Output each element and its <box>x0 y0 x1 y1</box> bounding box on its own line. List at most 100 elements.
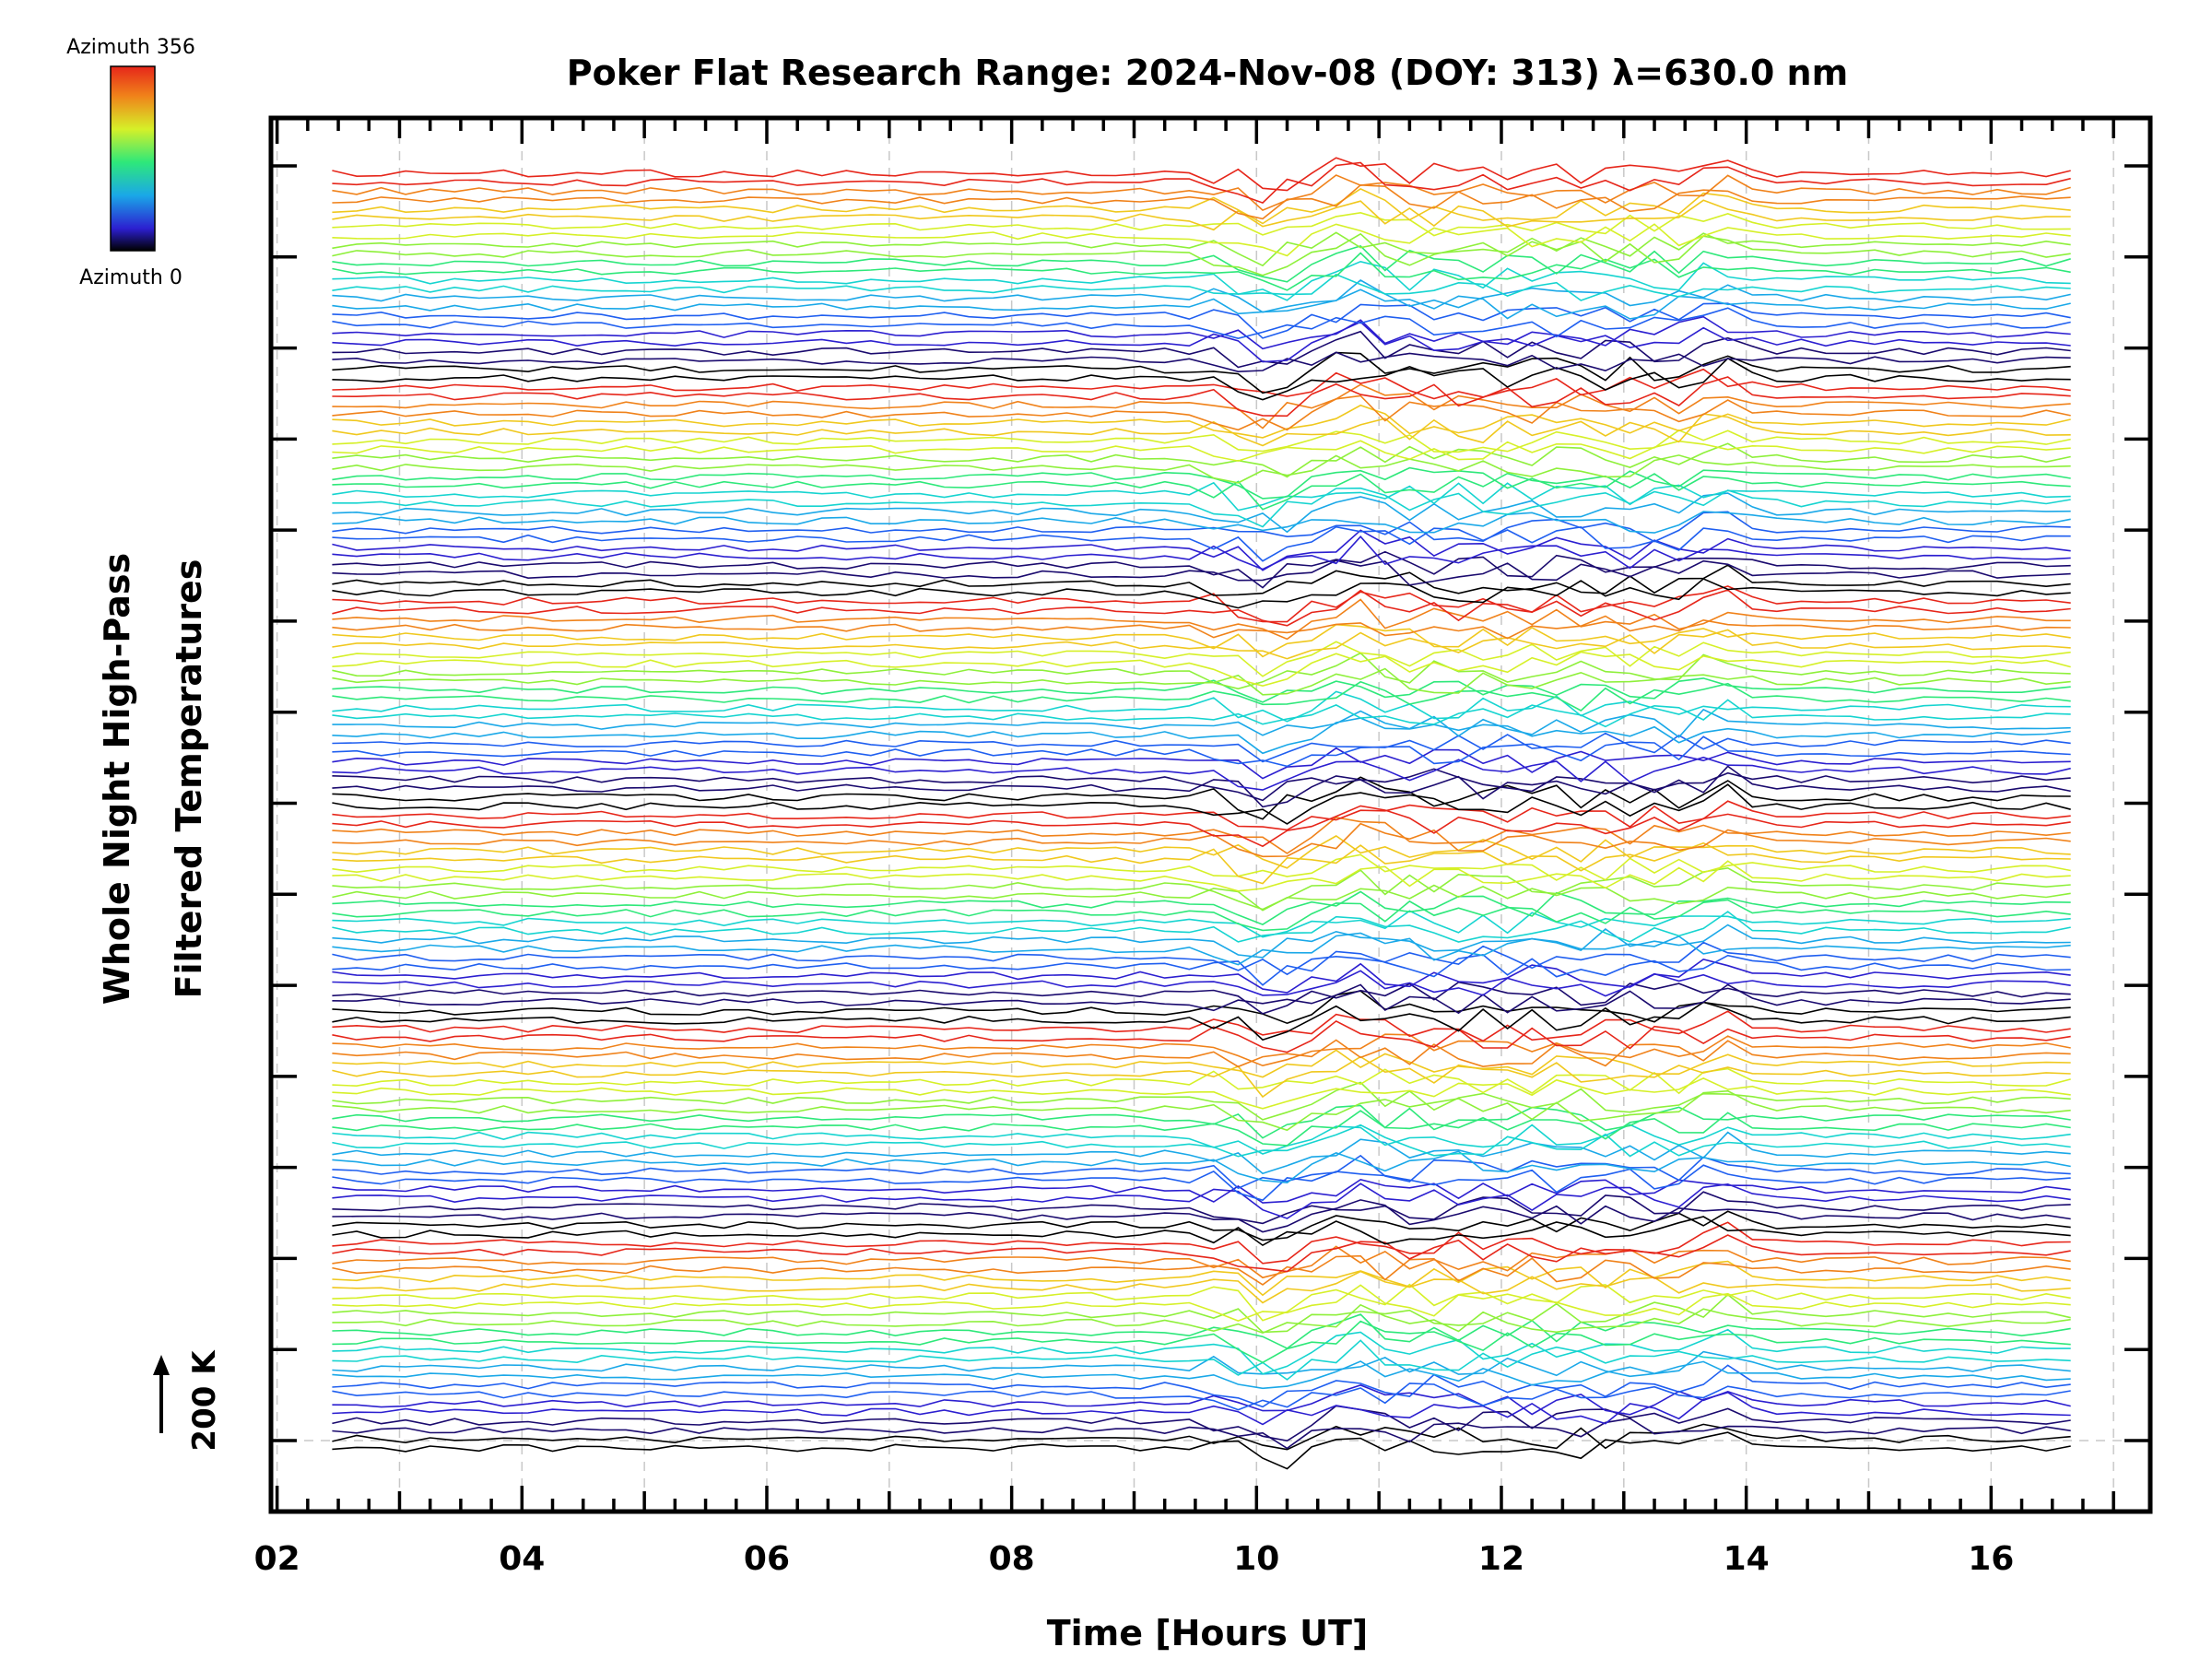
data-trace <box>332 357 2071 401</box>
data-trace <box>332 1303 2071 1335</box>
y-axis-label-line1: Whole Night High-Pass <box>97 553 137 1005</box>
colorbar: Azimuth 356 Azimuth 0 <box>66 36 195 289</box>
data-trace <box>332 1245 2071 1279</box>
data-trace <box>332 747 2071 780</box>
data-trace <box>332 260 2071 301</box>
data-trace <box>332 1124 2071 1155</box>
data-trace <box>332 835 2071 869</box>
data-trace <box>332 990 2071 1025</box>
data-trace <box>332 232 2071 276</box>
data-trace <box>332 273 2071 301</box>
data-trace <box>332 1131 2071 1175</box>
data-trace <box>332 1283 2071 1322</box>
data-trace <box>332 1405 2071 1442</box>
axis-ticks <box>271 118 2150 1512</box>
data-trace <box>332 1382 2071 1411</box>
data-trace <box>332 1339 2071 1381</box>
data-trace <box>332 735 2071 768</box>
data-trace <box>332 1154 2071 1190</box>
y-axis-label-line2: Filtered Temperatures <box>169 559 209 999</box>
data-trace <box>332 1019 2071 1053</box>
data-trace <box>332 667 2071 696</box>
data-trace <box>332 315 2071 350</box>
data-trace <box>332 1221 2071 1265</box>
data-trace <box>332 589 2071 627</box>
data-trace <box>332 805 2071 848</box>
data-trace <box>332 911 2071 943</box>
data-trace <box>332 288 2071 320</box>
data-trace <box>332 481 2071 512</box>
data-trace <box>332 578 2071 609</box>
data-trace <box>332 321 2071 363</box>
data-trace <box>332 680 2071 712</box>
data-trace <box>332 559 2071 586</box>
data-trace <box>332 1431 2071 1470</box>
x-tick-label: 14 <box>1724 1540 1770 1578</box>
data-trace <box>332 1270 2071 1304</box>
x-tick-label: 02 <box>254 1540 300 1578</box>
data-trace <box>332 307 2071 340</box>
data-trace <box>332 708 2071 738</box>
data-trace <box>332 1418 2071 1450</box>
data-trace <box>332 1320 2071 1364</box>
data-trace <box>332 1260 2071 1297</box>
data-trace <box>332 492 2071 534</box>
x-tick-label: 04 <box>499 1540 545 1578</box>
x-axis-label: Time [Hours UT] <box>1047 1613 1369 1653</box>
data-trace <box>332 442 2071 478</box>
data-trace <box>332 1110 2071 1147</box>
x-tick-label: 16 <box>1968 1540 2014 1578</box>
data-trace <box>332 1178 2071 1204</box>
data-trace <box>332 1089 2071 1132</box>
data-trace <box>332 1423 2071 1451</box>
data-trace <box>332 783 2071 825</box>
data-trace <box>332 841 2071 885</box>
data-trace <box>332 1067 2071 1095</box>
data-trace <box>332 690 2071 723</box>
data-trace <box>332 454 2071 484</box>
scale-arrow-head <box>153 1355 170 1375</box>
data-trace <box>332 756 2071 791</box>
data-trace <box>332 440 2071 462</box>
data-trace <box>332 1191 2071 1225</box>
data-trace <box>332 183 2071 220</box>
data-trace <box>332 959 2071 994</box>
data-trace <box>332 651 2071 688</box>
data-trace <box>332 1039 2071 1068</box>
data-trace <box>332 1010 2071 1042</box>
data-trace <box>332 899 2071 932</box>
data-trace <box>332 1364 2071 1408</box>
data-trace <box>332 941 2071 976</box>
data-trace <box>332 187 2071 225</box>
data-trace <box>332 890 2071 925</box>
data-trace <box>332 981 2071 1015</box>
data-trace <box>332 1350 2071 1378</box>
data-trace <box>332 1049 2071 1078</box>
scale-label: 200 K <box>186 1349 223 1452</box>
data-trace <box>332 466 2071 500</box>
data-trace <box>332 1210 2071 1241</box>
data-trace <box>332 817 2071 854</box>
data-trace <box>332 525 2071 562</box>
data-trace <box>332 1234 2071 1273</box>
data-trace <box>332 853 2071 881</box>
data-trace <box>332 376 2071 418</box>
data-trace <box>332 1033 2071 1067</box>
traces <box>332 157 2071 1470</box>
data-trace <box>332 368 2071 400</box>
data-trace <box>332 629 2071 660</box>
data-trace <box>332 394 2071 431</box>
data-trace <box>332 932 2071 966</box>
data-trace <box>332 330 2071 369</box>
x-tick-label: 06 <box>744 1540 790 1578</box>
data-trace <box>332 1055 2071 1099</box>
data-trace <box>332 1199 2071 1233</box>
data-trace <box>332 161 2071 205</box>
colorbar-bottom-label: Azimuth 0 <box>79 266 182 289</box>
data-trace <box>332 157 2071 192</box>
data-trace <box>332 302 2071 339</box>
x-tick-label: 10 <box>1233 1540 1279 1578</box>
data-trace <box>332 598 2071 641</box>
data-trace <box>332 429 2071 453</box>
